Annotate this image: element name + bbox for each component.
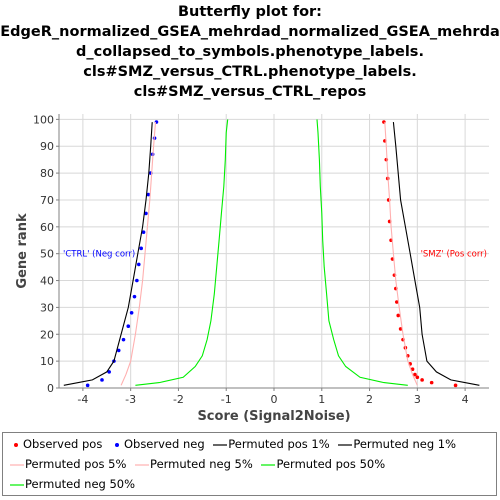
- data-point: [453, 383, 458, 388]
- y-tick-label: 50: [40, 248, 54, 261]
- y-axis-label: Gene rank: [15, 213, 30, 289]
- y-tick-label: 60: [40, 221, 54, 234]
- legend-row: Permuted neg 50%: [9, 477, 139, 491]
- data-point: [116, 348, 121, 353]
- x-tick-label: 1: [318, 393, 325, 406]
- y-tick-label: 70: [40, 194, 54, 207]
- x-tick-label: -4: [77, 393, 88, 406]
- title-line: EdgeR_normalized_GSEA_mehrdad_normalized…: [0, 24, 500, 40]
- data-point: [136, 262, 141, 267]
- data-point: [415, 375, 420, 380]
- title-line: Butterfly plot for:: [178, 4, 322, 20]
- data-point: [126, 324, 131, 329]
- y-tick-label: 80: [40, 167, 54, 180]
- data-point: [107, 370, 111, 374]
- x-tick-label: -3: [125, 393, 136, 406]
- series-line: [316, 119, 408, 386]
- x-tick-label: 4: [462, 393, 469, 406]
- data-point: [398, 327, 403, 331]
- legend-label: Permuted neg 50%: [25, 477, 136, 491]
- x-tick-label: -1: [221, 393, 232, 406]
- chart-title: Butterfly plot for: EdgeR_normalized_GSE…: [0, 2, 500, 102]
- data-point: [132, 294, 137, 299]
- x-tick-label: 2: [366, 393, 373, 406]
- title-line: cls#SMZ_versus_CTRL_repos: [133, 84, 367, 100]
- series-line: [120, 122, 157, 386]
- data-point: [410, 367, 415, 371]
- data-point: [141, 230, 146, 234]
- series-line: [384, 122, 418, 386]
- x-tick-label: 3: [414, 393, 421, 406]
- data-point: [394, 300, 399, 304]
- legend: Observed pos Observed neg Permuted pos 1…: [2, 432, 497, 496]
- data-point: [85, 383, 90, 388]
- x-tick-label: 0: [271, 393, 278, 406]
- data-point: [146, 192, 151, 197]
- series-line: [135, 119, 229, 386]
- legend-item-observed-pos: Observed pos: [9, 437, 102, 451]
- data-point: [139, 246, 143, 251]
- data-point: [135, 278, 139, 283]
- legend-label: Permuted neg 1%: [353, 437, 457, 451]
- legend-label: Permuted pos 1%: [228, 437, 330, 451]
- data-point: [121, 337, 126, 342]
- title-line: cls#SMZ_versus_CTRL.phenotype_labels.: [83, 64, 417, 80]
- series-line: [63, 122, 153, 386]
- butterfly-plot: -4 -3 -2 -1 0 1 2 3 40102030405060708090100Score…: [15, 113, 489, 424]
- data-point: [429, 380, 434, 385]
- legend-row: Permuted pos 5% Permuted neg 5% Permuted…: [9, 457, 389, 471]
- legend-label: Permuted neg 5%: [150, 457, 253, 471]
- legend-item-observed-neg: Observed neg: [110, 437, 205, 451]
- legend-label: Permuted pos 5%: [25, 457, 127, 471]
- legend-item-permuted-pos-50: Permuted pos 50%: [260, 457, 385, 471]
- y-tick-label: 30: [40, 301, 54, 314]
- title-line: d_collapsed_to_symbols.phenotype_labels.: [76, 44, 424, 60]
- legend-item-permuted-pos-1: Permuted pos 1%: [212, 437, 330, 451]
- legend-item-permuted-neg-1: Permuted neg 1%: [337, 437, 456, 451]
- series-line: [392, 122, 480, 386]
- data-point: [413, 372, 417, 377]
- y-tick-label: 10: [40, 355, 54, 368]
- x-tick-label: -2: [173, 393, 184, 406]
- data-point: [396, 313, 401, 318]
- legend-item-permuted-neg-5: Permuted neg 5%: [134, 457, 253, 471]
- data-point: [129, 310, 134, 315]
- legend-item-permuted-neg-50: Permuted neg 50%: [9, 477, 135, 491]
- legend-item-permuted-pos-5: Permuted pos 5%: [9, 457, 126, 471]
- y-tick-label: 40: [40, 275, 54, 288]
- legend-label: Permuted pos 50%: [276, 457, 386, 471]
- legend-label: Observed pos: [23, 437, 103, 451]
- data-point: [100, 378, 104, 382]
- y-tick-label: 90: [40, 140, 54, 153]
- y-tick-label: 20: [40, 328, 54, 341]
- legend-swatch: [14, 442, 18, 447]
- data-point: [144, 211, 148, 216]
- legend-label: Observed neg: [123, 437, 205, 451]
- data-point: [420, 378, 424, 382]
- legend-row: Observed pos Observed neg Permuted pos 1…: [9, 437, 460, 451]
- y-tick-label: 0: [47, 382, 54, 395]
- y-tick-label: 100: [33, 113, 54, 126]
- x-axis-label: Score (Signal2Noise): [197, 409, 350, 424]
- neg-annotation: 'CTRL' (Neg corr): [63, 250, 135, 260]
- legend-swatch: [114, 442, 119, 447]
- pos-annotation: 'SMZ' (Pos corr): [421, 250, 487, 260]
